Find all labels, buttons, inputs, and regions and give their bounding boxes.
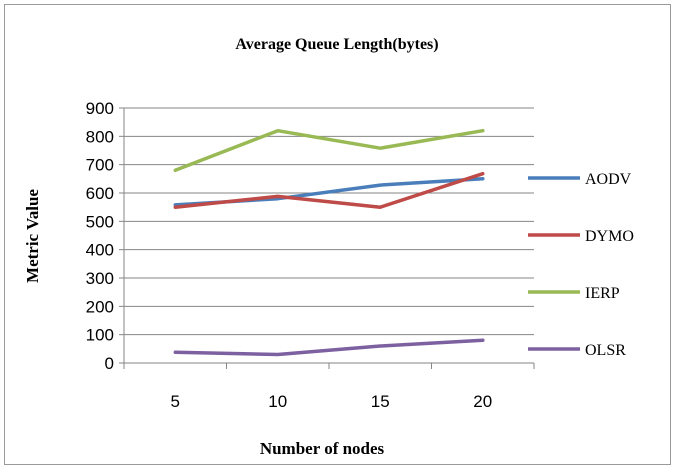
series-line-ierp xyxy=(173,128,485,173)
series-line-dymo xyxy=(173,171,485,209)
legend-item-ierp: IERP xyxy=(528,285,620,302)
legend-label: OLSR xyxy=(585,342,626,359)
y-tick-label: 500 xyxy=(86,212,114,231)
legend-label: AODV xyxy=(585,171,632,188)
x-tick-label: 15 xyxy=(371,392,390,411)
series-lines xyxy=(173,128,485,357)
legend: AODV DYMO IERP OLSR xyxy=(528,171,634,359)
x-axis-title: Number of nodes xyxy=(260,439,385,458)
y-tick-label: 300 xyxy=(86,269,114,288)
y-tick-labels: 0 100 200 300 400 500 600 700 800 900 xyxy=(86,99,114,373)
y-tick-label: 800 xyxy=(86,127,114,146)
legend-label: IERP xyxy=(585,285,620,302)
x-tick-label: 5 xyxy=(171,392,180,411)
y-tick-label: 400 xyxy=(86,241,114,260)
x-tick-label: 20 xyxy=(473,392,492,411)
y-tick-label: 600 xyxy=(86,184,114,203)
series-line-olsr xyxy=(173,338,485,357)
x-tick-labels: 5 10 15 20 xyxy=(171,392,493,411)
y-tick-label: 100 xyxy=(86,326,114,345)
legend-item-aodv: AODV xyxy=(528,171,632,188)
y-tick-label: 0 xyxy=(105,354,114,373)
legend-item-dymo: DYMO xyxy=(528,228,634,245)
y-tick-label: 200 xyxy=(86,297,114,316)
y-tick-label: 700 xyxy=(86,156,114,175)
legend-label: DYMO xyxy=(585,228,634,245)
y-axis-title: Metric Value xyxy=(23,189,42,283)
x-tick-label: 10 xyxy=(268,392,287,411)
axes xyxy=(119,107,535,369)
y-tick-label: 900 xyxy=(86,99,114,118)
chart-title: Average Queue Length(bytes) xyxy=(235,36,438,53)
legend-item-olsr: OLSR xyxy=(528,342,626,359)
gridlines xyxy=(124,107,534,336)
